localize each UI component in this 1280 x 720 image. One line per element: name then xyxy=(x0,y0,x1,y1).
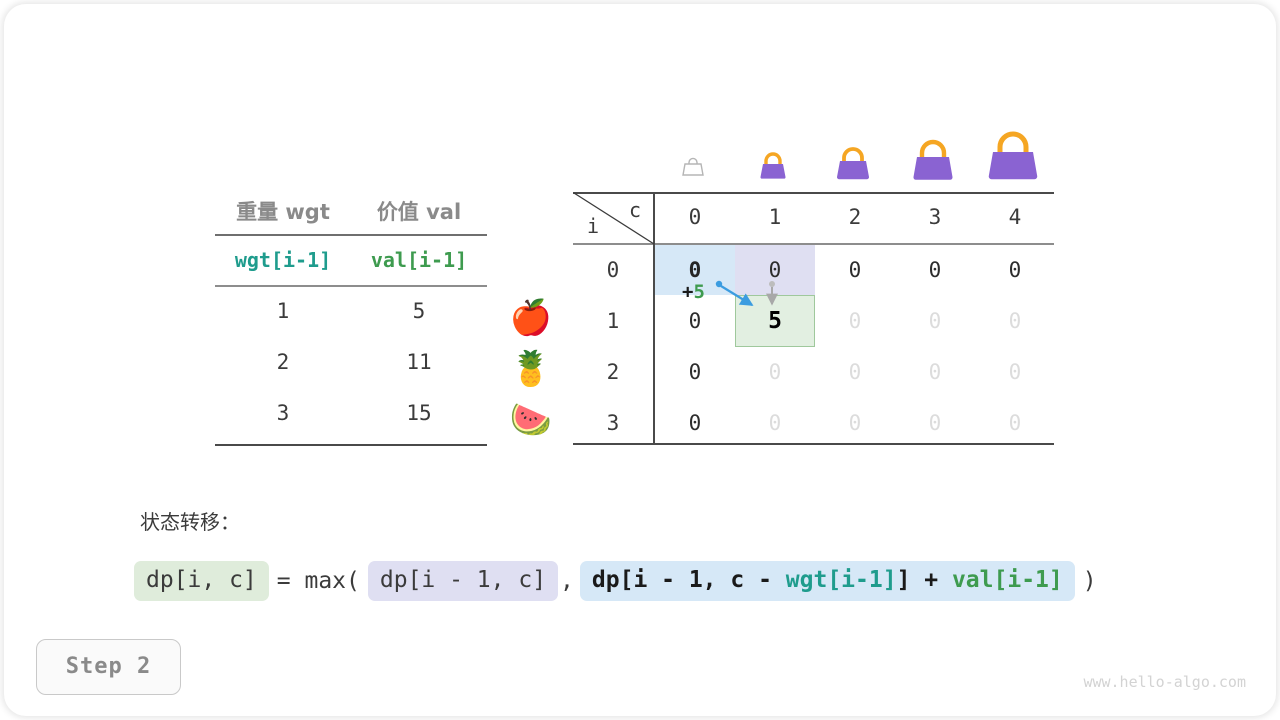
table-row: 3 15 xyxy=(215,393,487,433)
dp-rule-head xyxy=(573,243,1054,245)
dp-cell-3-1: 0 xyxy=(768,411,782,435)
dp-corner-diagonal-icon xyxy=(573,192,655,245)
formula-comma: , xyxy=(560,568,574,594)
dp-cell-2-4: 0 xyxy=(1008,360,1022,384)
dp-row-header-0: 0 xyxy=(606,258,620,282)
formula-take-prefix: dp[i - 1, c - xyxy=(591,567,786,593)
formula-take-mid: ] + xyxy=(896,567,952,593)
dp-cell-2-0: 0 xyxy=(688,360,702,384)
footer-url: www.hello-algo.com xyxy=(1083,673,1246,691)
dp-cell-2-3: 0 xyxy=(928,360,942,384)
dp-row-header-3: 3 xyxy=(606,411,620,435)
state-transition-formula: dp[i, c] = max( dp[i - 1, c] , dp[i - 1,… xyxy=(134,558,1105,604)
items-header-val: 价值 val xyxy=(376,200,462,224)
dp-cell-2-1: 0 xyxy=(768,360,782,384)
bag-empty-icon xyxy=(653,130,733,190)
item-wgt-2: 2 xyxy=(276,350,290,374)
dp-cell-1-1: 5 xyxy=(768,308,782,334)
items-subheader-row: wgt[i-1] val[i-1] xyxy=(215,240,487,280)
dp-col-header-1: 1 xyxy=(768,205,782,229)
dp-cell-0-0: 0 xyxy=(688,258,702,282)
table-row: 1 5 xyxy=(215,291,487,331)
dp-cell-3-3: 0 xyxy=(928,411,942,435)
dp-rule-bottom xyxy=(573,443,1054,445)
dp-cell-0-3: 0 xyxy=(928,258,942,282)
dp-col-header-3: 3 xyxy=(928,205,942,229)
watermelon-icon: 🍉 xyxy=(509,400,553,440)
item-val-2: 11 xyxy=(406,350,432,374)
dp-cell-1-2: 0 xyxy=(848,309,862,333)
bag-4-icon xyxy=(973,102,1053,190)
formula-wgt-token: wgt[i-1] xyxy=(785,567,897,593)
items-rule-top xyxy=(215,234,487,236)
dp-row-header-2: 2 xyxy=(606,360,620,384)
dp-corner-col-label: c xyxy=(628,198,641,222)
apple-icon: 🍎 xyxy=(509,298,553,338)
items-subheader-wgt: wgt[i-1] xyxy=(234,248,332,272)
bag-2-icon xyxy=(813,120,893,190)
dp-cell-1-0: 0 xyxy=(688,309,702,333)
dp-cell-3-0: 0 xyxy=(688,411,702,435)
formula-close-paren: ) xyxy=(1082,568,1097,594)
formula-lhs: dp[i, c] xyxy=(134,561,269,601)
increment-amount: 5 xyxy=(693,281,705,303)
dp-cell-2-2: 0 xyxy=(848,360,862,384)
dp-cell-0-4: 0 xyxy=(1008,258,1022,282)
items-rule-mid xyxy=(215,285,487,287)
dp-vline xyxy=(653,192,655,445)
dp-cell-0-1: 0 xyxy=(768,258,782,282)
formula-take-term: dp[i - 1, c - wgt[i-1]] + val[i-1] xyxy=(579,561,1075,601)
dp-cell-1-3: 0 xyxy=(928,309,942,333)
dp-cell-3-2: 0 xyxy=(848,411,862,435)
items-rule-bottom xyxy=(215,444,487,446)
state-transition-label: 状态转移： xyxy=(140,510,240,534)
bag-1-icon xyxy=(733,126,813,190)
step-badge: Step 2 xyxy=(36,639,181,695)
formula-val-token: val[i-1] xyxy=(951,567,1063,593)
dp-col-header-2: 2 xyxy=(848,205,862,229)
dp-col-header-4: 4 xyxy=(1008,205,1022,229)
dp-table: c i 0 1 2 3 4 0 1 2 3 0 0 0 0 0 0 5 0 0 … xyxy=(573,192,1054,445)
bag-3-icon xyxy=(893,112,973,190)
dp-cell-3-4: 0 xyxy=(1008,411,1022,435)
items-header-row: 重量 wgt 价值 val xyxy=(215,192,487,232)
value-increment-label: +5 xyxy=(682,281,705,303)
dp-cell-0-2: 0 xyxy=(848,258,862,282)
dp-rule-top xyxy=(573,192,1054,194)
items-header-wgt: 重量 wgt xyxy=(236,200,330,224)
item-wgt-1: 1 xyxy=(276,299,290,323)
dp-corner-row-label: i xyxy=(587,214,600,238)
dp-col-header-0: 0 xyxy=(688,205,702,229)
formula-eq-max: = max( xyxy=(276,568,360,594)
item-val-1: 5 xyxy=(412,299,426,323)
increment-sign: + xyxy=(682,281,694,303)
item-val-3: 15 xyxy=(406,401,432,425)
items-subheader-val: val[i-1] xyxy=(370,248,468,272)
table-row: 2 11 xyxy=(215,342,487,382)
pineapple-icon: 🍍 xyxy=(509,349,553,389)
item-wgt-3: 3 xyxy=(276,401,290,425)
dp-cell-1-4: 0 xyxy=(1008,309,1022,333)
formula-skip-term: dp[i - 1, c] xyxy=(367,561,559,601)
dp-row-header-1: 1 xyxy=(606,309,620,333)
